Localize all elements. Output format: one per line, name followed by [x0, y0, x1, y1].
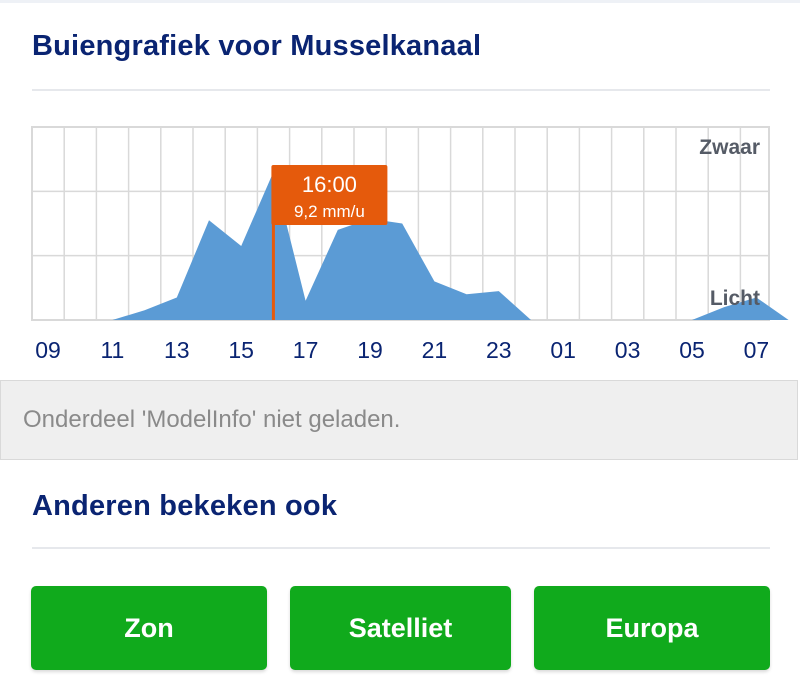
- top-border: [0, 0, 800, 3]
- zon-button[interactable]: Zon: [31, 586, 267, 670]
- x-tick-label: 19: [357, 337, 383, 363]
- europa-button[interactable]: Europa: [534, 586, 770, 670]
- x-tick-label: 03: [615, 337, 641, 363]
- satelliet-button[interactable]: Satelliet: [290, 586, 511, 670]
- related-title: Anderen bekeken ook: [32, 490, 338, 522]
- rain-graph-title: Buiengrafiek voor Musselkanaal: [32, 30, 482, 62]
- x-tick-label: 21: [422, 337, 448, 363]
- modelinfo-notice: Onderdeel 'ModelInfo' niet geladen.: [0, 380, 798, 460]
- x-axis-labels: 09 11 13 15 17 19 21 23 01 03 05 07: [35, 337, 769, 363]
- tooltip-value: 9,2 mm/u: [294, 202, 365, 221]
- x-tick-label: 11: [100, 337, 124, 363]
- chart-label-layer: Zwaar Licht: [699, 136, 760, 310]
- x-tick-label: 23: [486, 337, 512, 363]
- rain-chart[interactable]: 16:00 9,2 mm/u Zwaar Licht 09 11 13 15 17 19 21 2…: [0, 110, 800, 370]
- rain-area: [48, 172, 789, 320]
- time-marker-layer: 16:00 9,2 mm/u: [271, 165, 388, 320]
- x-tick-label: 17: [293, 337, 319, 363]
- tooltip-box: [271, 165, 388, 225]
- x-tick-label: 07: [744, 337, 770, 363]
- title-divider: [32, 89, 770, 91]
- related-divider: [32, 547, 770, 549]
- x-tick-label: 05: [679, 337, 705, 363]
- x-tick-label: 15: [228, 337, 254, 363]
- x-tick-label: 01: [550, 337, 576, 363]
- label-light: Licht: [710, 287, 760, 310]
- x-tick-label: 13: [164, 337, 190, 363]
- tooltip-time: 16:00: [302, 172, 357, 197]
- rain-area-layer: [48, 172, 789, 320]
- label-heavy: Zwaar: [699, 136, 760, 159]
- x-tick-label: 09: [35, 337, 61, 363]
